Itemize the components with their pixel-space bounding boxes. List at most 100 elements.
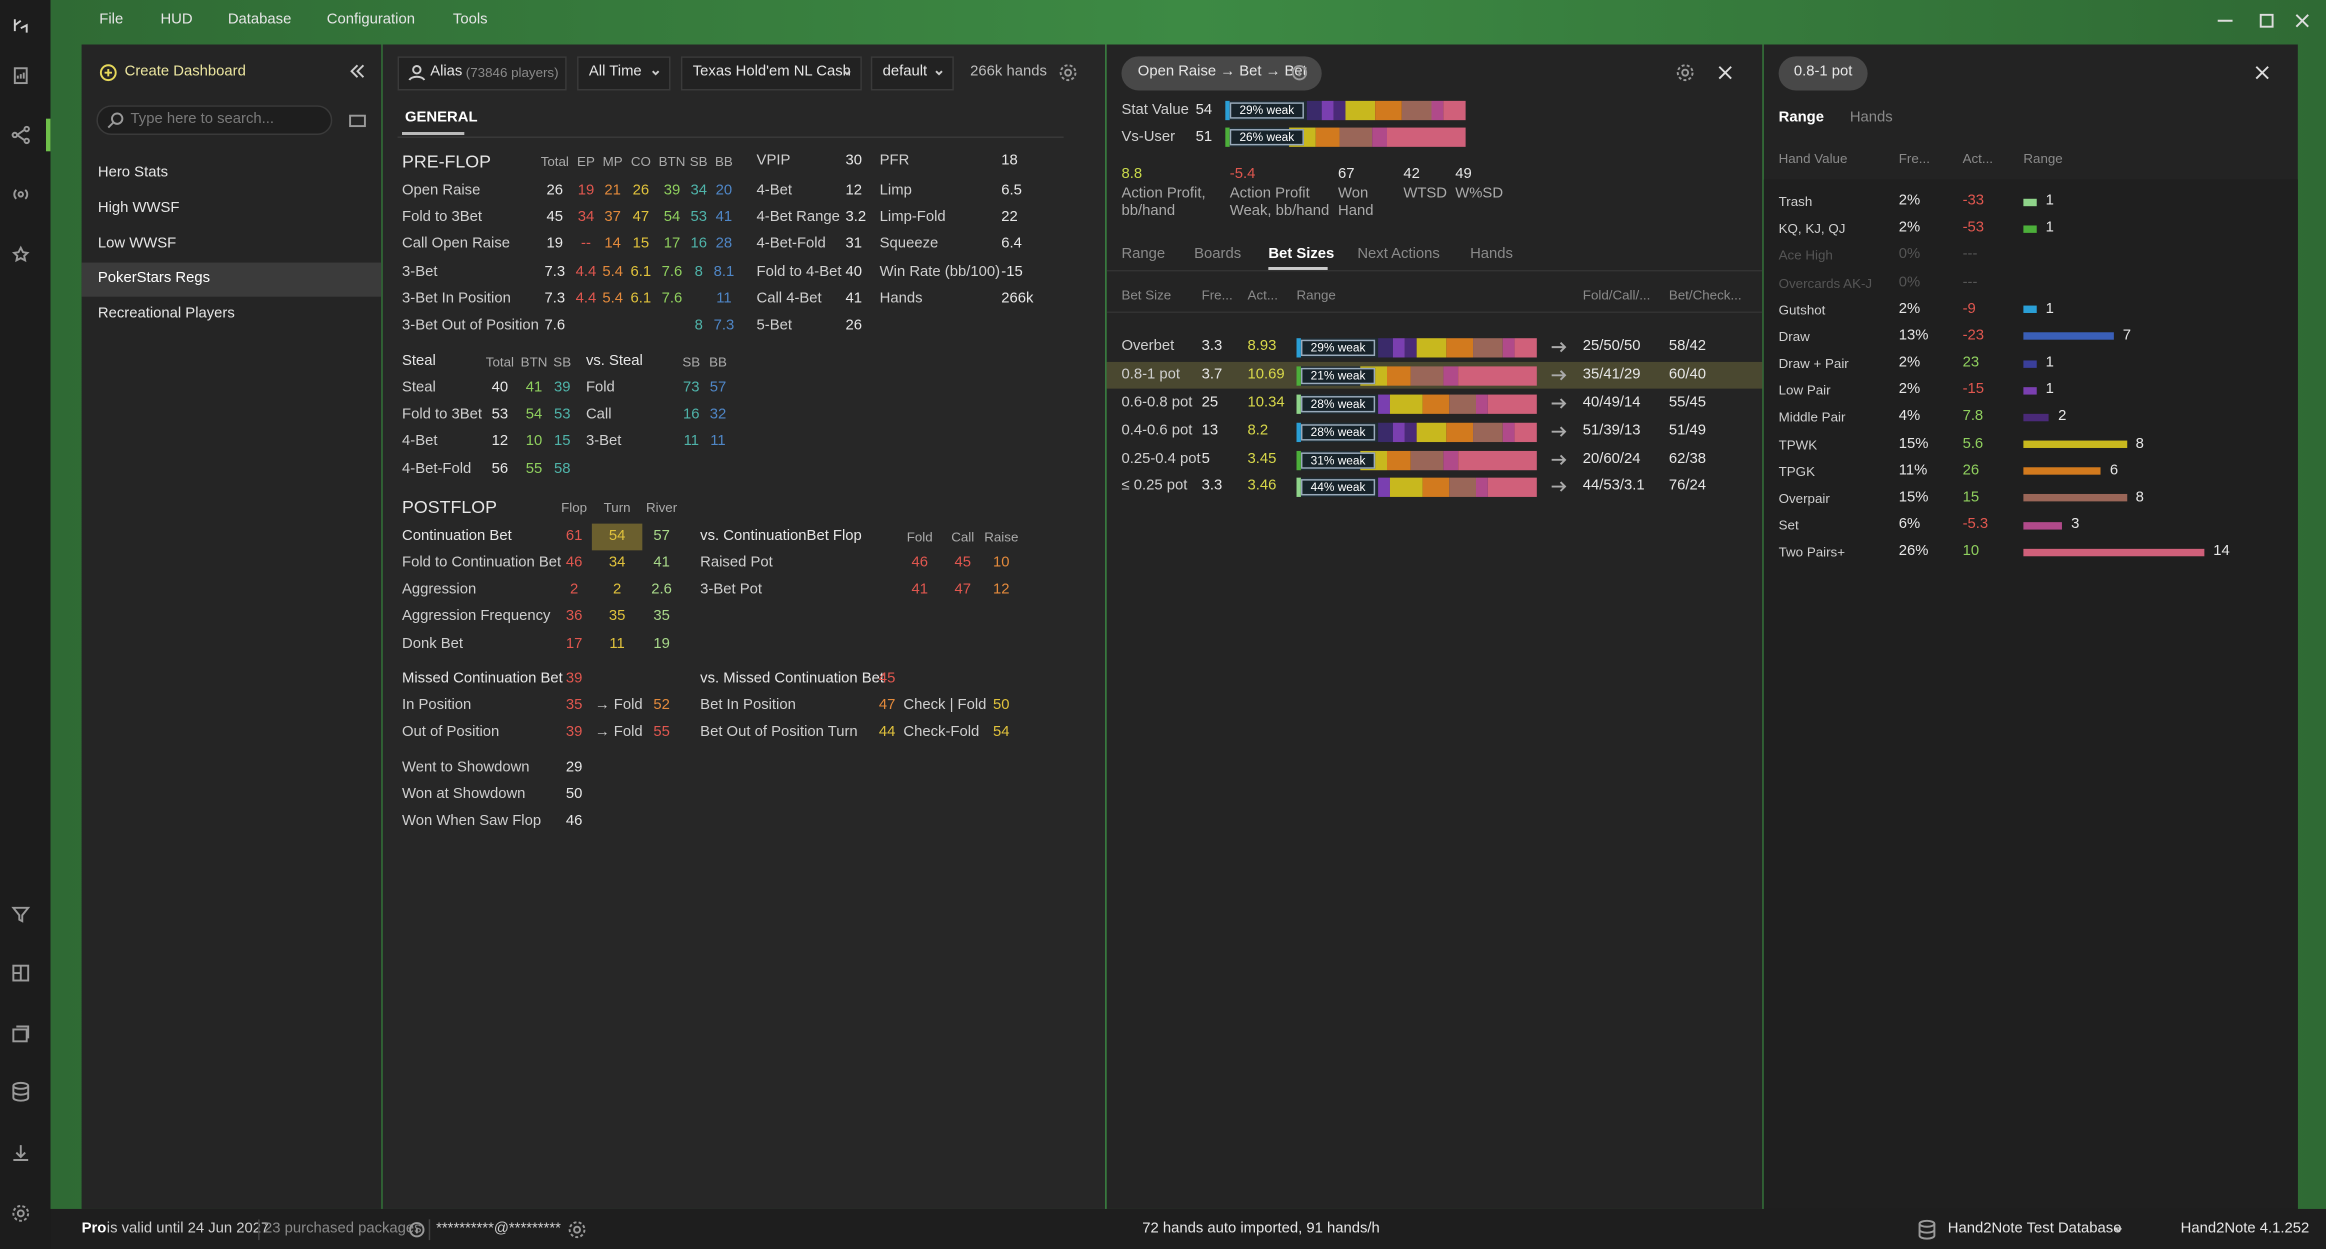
column-header: BB (709, 354, 727, 370)
weak-label: 31% weak (1310, 453, 1366, 467)
action-settings[interactable] (1673, 61, 1697, 85)
create-icon[interactable] (96, 61, 120, 85)
dashboard-item[interactable]: PokerStars Regs (97, 269, 211, 287)
row-arrow (1547, 475, 1571, 499)
window-minimize[interactable] (2213, 9, 2237, 33)
nav-live[interactable] (9, 182, 33, 206)
nav-layouts[interactable] (9, 961, 33, 985)
menu-item[interactable]: Configuration (326, 11, 415, 29)
collapse-sidebar[interactable] (346, 59, 370, 83)
nav-filter[interactable] (9, 902, 33, 926)
menu-item[interactable]: HUD (160, 11, 193, 29)
nav-database[interactable] (9, 1080, 33, 1104)
action-path: Open Raise → Bet → Bet (1137, 63, 1307, 81)
stat-label: Steal (402, 379, 436, 397)
stat-value: 53 (690, 209, 707, 226)
bet-size[interactable]: 0.4-0.6 pot (1121, 422, 1193, 440)
row-arrow (1547, 363, 1571, 387)
stat-value: 39 (565, 723, 583, 741)
range-bar (2023, 359, 2037, 368)
range-segment (1225, 100, 1230, 121)
general-tab[interactable]: GENERAL (404, 109, 478, 127)
frequency: 15% (1898, 435, 1929, 452)
nav-import[interactable] (9, 1141, 33, 1165)
range-segment (1392, 338, 1405, 358)
dashboard-item[interactable]: Recreational Players (97, 305, 235, 322)
frequency: 15% (1898, 489, 1929, 506)
range-close[interactable] (2250, 61, 2274, 85)
info-icon[interactable] (1288, 61, 1312, 85)
panel-tab[interactable]: Hands (1470, 246, 1513, 263)
weak-label: 21% weak (1310, 368, 1366, 382)
panel-tab[interactable]: Boards (1194, 246, 1242, 263)
menu-item[interactable]: Database (227, 11, 292, 29)
dashboard-item[interactable]: High WWSF (97, 200, 180, 217)
panel-tab[interactable]: Bet Sizes (1268, 246, 1335, 263)
stat-value: 19 (653, 636, 670, 653)
search-placeholder[interactable]: Type here to search... (130, 111, 275, 128)
menu-item[interactable]: Tools (452, 11, 488, 29)
create-dashboard-button[interactable]: Create Dashboard (124, 63, 246, 81)
bet-size[interactable]: 0.8-1 pot (1121, 366, 1181, 383)
game-filter[interactable]: Texas Hold'em NL Cash (692, 63, 851, 81)
database-selector[interactable]: Hand2Note Test Database (1947, 1220, 2122, 1238)
dashboard-item[interactable]: Hero Stats (97, 164, 168, 181)
bet-size[interactable]: 0.6-0.8 pot (1121, 394, 1193, 411)
profile-filter[interactable]: default (882, 63, 928, 81)
stat-label: Squeeze (879, 235, 939, 253)
nav-windows[interactable] (9, 1022, 33, 1046)
stat-value: 11 (716, 290, 732, 308)
dropdown-caret (835, 61, 859, 85)
period-filter[interactable]: All Time (588, 63, 642, 81)
nav-favorites[interactable] (9, 243, 33, 267)
stat-value: 18 (1001, 152, 1018, 170)
panel-tab[interactable]: Hands (1849, 109, 1893, 127)
bet-size[interactable]: 0.25-0.4 pot (1121, 450, 1201, 468)
toolbar-game[interactable] (680, 56, 862, 91)
weak-label-box (1300, 424, 1376, 441)
action-close[interactable] (1713, 61, 1737, 85)
database-caret[interactable] (2106, 1218, 2130, 1242)
search-options[interactable] (346, 108, 370, 132)
stats-settings[interactable] (1056, 61, 1080, 85)
stat-value: 35 (653, 608, 670, 625)
stat-label: → Fold (594, 697, 643, 714)
column-header: Fre... (1898, 151, 1930, 167)
weak-label-box (1229, 129, 1304, 146)
hand-value: Low Pair (1778, 382, 1831, 398)
stat-label: Won at Showdown (402, 786, 526, 803)
window-maximize[interactable] (2255, 9, 2279, 33)
panel-tab[interactable]: Range (1778, 109, 1824, 127)
stat-value: 34 (577, 209, 595, 226)
nav-reports[interactable] (9, 64, 33, 88)
range-segment (1443, 366, 1459, 386)
stat-value: 7.3 (713, 317, 735, 334)
dashboard-item[interactable]: Low WWSF (97, 235, 177, 253)
menu-item[interactable]: File (99, 11, 124, 29)
action-profit: -53 (1962, 219, 1985, 237)
bet-size[interactable]: ≤ 0.25 pot (1121, 477, 1188, 494)
metric-value: 49 (1455, 166, 1472, 183)
summary-label: Stat Value (1121, 102, 1189, 119)
column-header: CO (630, 154, 651, 170)
account-settings[interactable] (565, 1218, 589, 1242)
stat-value: -15 (1001, 264, 1023, 281)
search-box[interactable] (96, 105, 333, 135)
window-close[interactable] (2290, 9, 2314, 33)
panel-tab[interactable]: Next Actions (1357, 246, 1440, 263)
toolbar-alias[interactable] (397, 56, 567, 91)
panel-tab[interactable]: Range (1121, 246, 1166, 263)
packages-info[interactable] (405, 1218, 429, 1242)
app-logo (9, 13, 33, 37)
action-profit: --- (1962, 273, 1978, 290)
nav-dashboards[interactable] (9, 123, 33, 147)
alias-filter[interactable]: Alias (430, 63, 463, 81)
stat-value: 6.5 (1001, 182, 1022, 199)
stat-label: VPIP (756, 152, 791, 170)
fold-call-raise: 40/49/14 (1582, 394, 1641, 411)
bet-size[interactable]: Overbet (1121, 338, 1175, 355)
range-segment (1416, 422, 1447, 443)
frequency: 25 (1201, 394, 1219, 411)
range-segment (1401, 100, 1432, 121)
nav-settings[interactable] (9, 1202, 33, 1226)
